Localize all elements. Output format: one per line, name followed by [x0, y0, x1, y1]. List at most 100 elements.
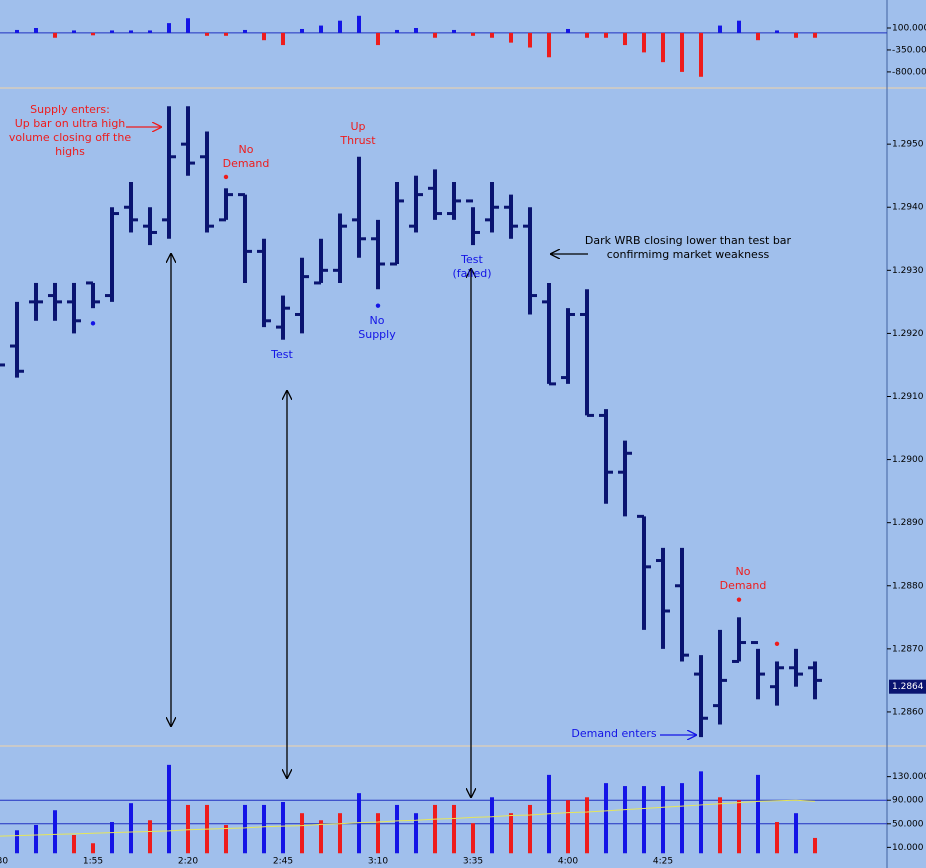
x-tick-label: 3:35 — [463, 857, 483, 867]
x-tick-label: 3:10 — [368, 857, 388, 867]
bar — [53, 32, 57, 38]
bar — [319, 820, 323, 854]
y-tick-label: -800.000 — [892, 67, 926, 77]
signal-dot — [375, 303, 381, 308]
x-tick-label: 4:00 — [558, 857, 578, 867]
bar — [528, 32, 532, 48]
bar — [224, 32, 228, 36]
bar — [148, 820, 152, 854]
bar — [737, 20, 741, 33]
y-tick-label: 1.2870 — [892, 644, 924, 654]
bar — [243, 804, 247, 854]
last-price-box — [889, 679, 926, 694]
annotation: Dark WRB closing lower than test bar — [585, 234, 792, 247]
x-tick-label: 2:45 — [273, 857, 293, 867]
x-tick-label: 2:20 — [178, 857, 198, 867]
annotation: (failed) — [452, 267, 491, 280]
last-price-label: 1.2864 — [892, 682, 924, 692]
bar — [34, 824, 38, 854]
bar — [718, 797, 722, 854]
bar — [262, 804, 266, 854]
bar — [509, 813, 513, 854]
bar — [490, 797, 494, 854]
bar — [395, 804, 399, 854]
bar — [262, 32, 266, 41]
bar — [72, 834, 76, 854]
bar — [528, 804, 532, 854]
bar — [813, 32, 817, 38]
bar — [110, 822, 114, 854]
bar — [604, 32, 608, 38]
bar — [490, 32, 494, 38]
bar — [91, 843, 95, 854]
bar — [680, 783, 684, 854]
bar — [15, 830, 19, 854]
y-tick-label: 1.2880 — [892, 581, 924, 591]
y-tick-label: 1.2890 — [892, 518, 924, 528]
bar — [680, 32, 684, 72]
bar — [699, 771, 703, 854]
bar — [509, 32, 513, 43]
bar — [338, 813, 342, 854]
y-tick-label: 1.2920 — [892, 329, 924, 339]
annotation: Demand — [223, 157, 270, 170]
bar — [452, 29, 456, 33]
bar — [167, 764, 171, 854]
annotation: Test — [270, 348, 293, 361]
y-tick-label: -350.000 — [892, 45, 926, 55]
x-tick-label: 1:30 — [0, 857, 8, 867]
average-line — [0, 799, 816, 837]
y-tick-label: 10.000 — [892, 843, 924, 853]
bar — [623, 786, 627, 854]
bar — [737, 800, 741, 854]
y-tick-label: 1.2940 — [892, 203, 924, 213]
bar — [205, 32, 209, 36]
arrows — [126, 127, 696, 797]
y-tick-label: 130.000 — [892, 772, 926, 782]
signal-dot — [223, 174, 229, 180]
annotation: highs — [55, 145, 85, 158]
bar — [756, 32, 760, 41]
bar — [338, 20, 342, 33]
annotation: volume closing off the — [9, 131, 131, 144]
bar — [243, 29, 247, 33]
bar — [72, 30, 76, 33]
bar — [585, 32, 589, 38]
y-tick-label: 90.000 — [892, 796, 924, 806]
x-tick-label: 1:55 — [83, 857, 103, 867]
annotation: Thrust — [339, 134, 376, 147]
bar — [661, 786, 665, 854]
annotation: confirmimg market weakness — [607, 248, 770, 261]
bar — [376, 32, 380, 46]
bar — [15, 29, 19, 33]
bar — [34, 28, 38, 33]
bar — [376, 813, 380, 854]
annotation: Demand enters — [571, 727, 656, 740]
bar — [186, 804, 190, 854]
bar — [699, 32, 703, 77]
bar — [604, 783, 608, 854]
bar — [471, 32, 475, 36]
bar — [91, 32, 95, 36]
bar — [414, 28, 418, 33]
bar — [186, 18, 190, 33]
signal-dot — [90, 321, 96, 326]
y-tick-label: 1.2900 — [892, 455, 924, 465]
bar — [148, 30, 152, 33]
bar — [300, 813, 304, 854]
bar — [718, 25, 722, 33]
annotation: Supply enters: — [30, 103, 110, 116]
bar — [471, 823, 475, 854]
bar — [129, 30, 133, 33]
bar — [357, 793, 361, 854]
bar — [623, 32, 627, 46]
signal-dot — [736, 597, 742, 602]
bar — [452, 804, 456, 854]
annotation: Supply — [358, 328, 396, 341]
bar — [775, 30, 779, 33]
bar — [794, 32, 798, 38]
annotation: No — [239, 143, 254, 156]
bar — [642, 786, 646, 854]
